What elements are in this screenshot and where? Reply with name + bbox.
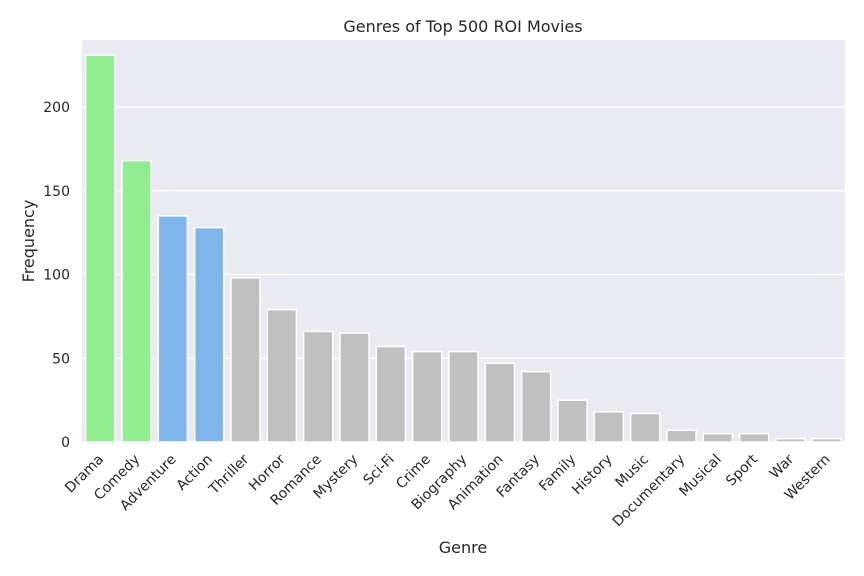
y-axis-title: Frequency bbox=[19, 200, 38, 283]
bar-horror bbox=[266, 308, 298, 443]
bar-history bbox=[593, 411, 625, 443]
bar-drama bbox=[84, 54, 116, 443]
x-tick-label: Thriller bbox=[206, 451, 253, 498]
bar-comedy bbox=[121, 159, 152, 443]
x-tick-label: War bbox=[767, 451, 798, 482]
y-tick-label: 0 bbox=[61, 435, 70, 451]
bar-crime bbox=[411, 350, 443, 443]
y-tick-label: 150 bbox=[43, 184, 70, 200]
bar-adventure bbox=[157, 215, 189, 443]
bars bbox=[84, 54, 843, 443]
x-tick-label: Sci-Fi bbox=[361, 452, 398, 489]
bar-animation bbox=[484, 362, 516, 443]
x-tick-label: Sport bbox=[723, 451, 761, 489]
bar-musical bbox=[702, 432, 734, 443]
y-tick-label: 100 bbox=[43, 268, 70, 284]
bar-family bbox=[557, 399, 588, 443]
bar-romance bbox=[302, 330, 334, 443]
x-tick-label: History bbox=[569, 452, 616, 499]
chart-title: Genres of Top 500 ROI Movies bbox=[343, 17, 582, 36]
bar-sci-fi bbox=[375, 345, 407, 443]
y-tick-labels: 0 50 100 150 200 bbox=[43, 100, 70, 451]
bar-thriller bbox=[230, 277, 261, 443]
bar-documentary bbox=[666, 429, 697, 443]
bar-sport bbox=[738, 432, 770, 443]
bar-mystery bbox=[339, 332, 370, 443]
bar-music bbox=[629, 412, 661, 443]
y-tick-label: 200 bbox=[43, 100, 70, 116]
bar-fantasy bbox=[520, 370, 552, 443]
bar-war bbox=[775, 437, 806, 443]
x-tick-labels: DramaComedyAdventureActionThrillerHorror… bbox=[62, 451, 833, 530]
x-axis-title: Genre bbox=[439, 538, 487, 557]
bar-action bbox=[193, 226, 225, 443]
y-tick-label: 50 bbox=[52, 351, 70, 367]
bar-biography bbox=[448, 350, 479, 443]
bar-western bbox=[811, 437, 843, 443]
